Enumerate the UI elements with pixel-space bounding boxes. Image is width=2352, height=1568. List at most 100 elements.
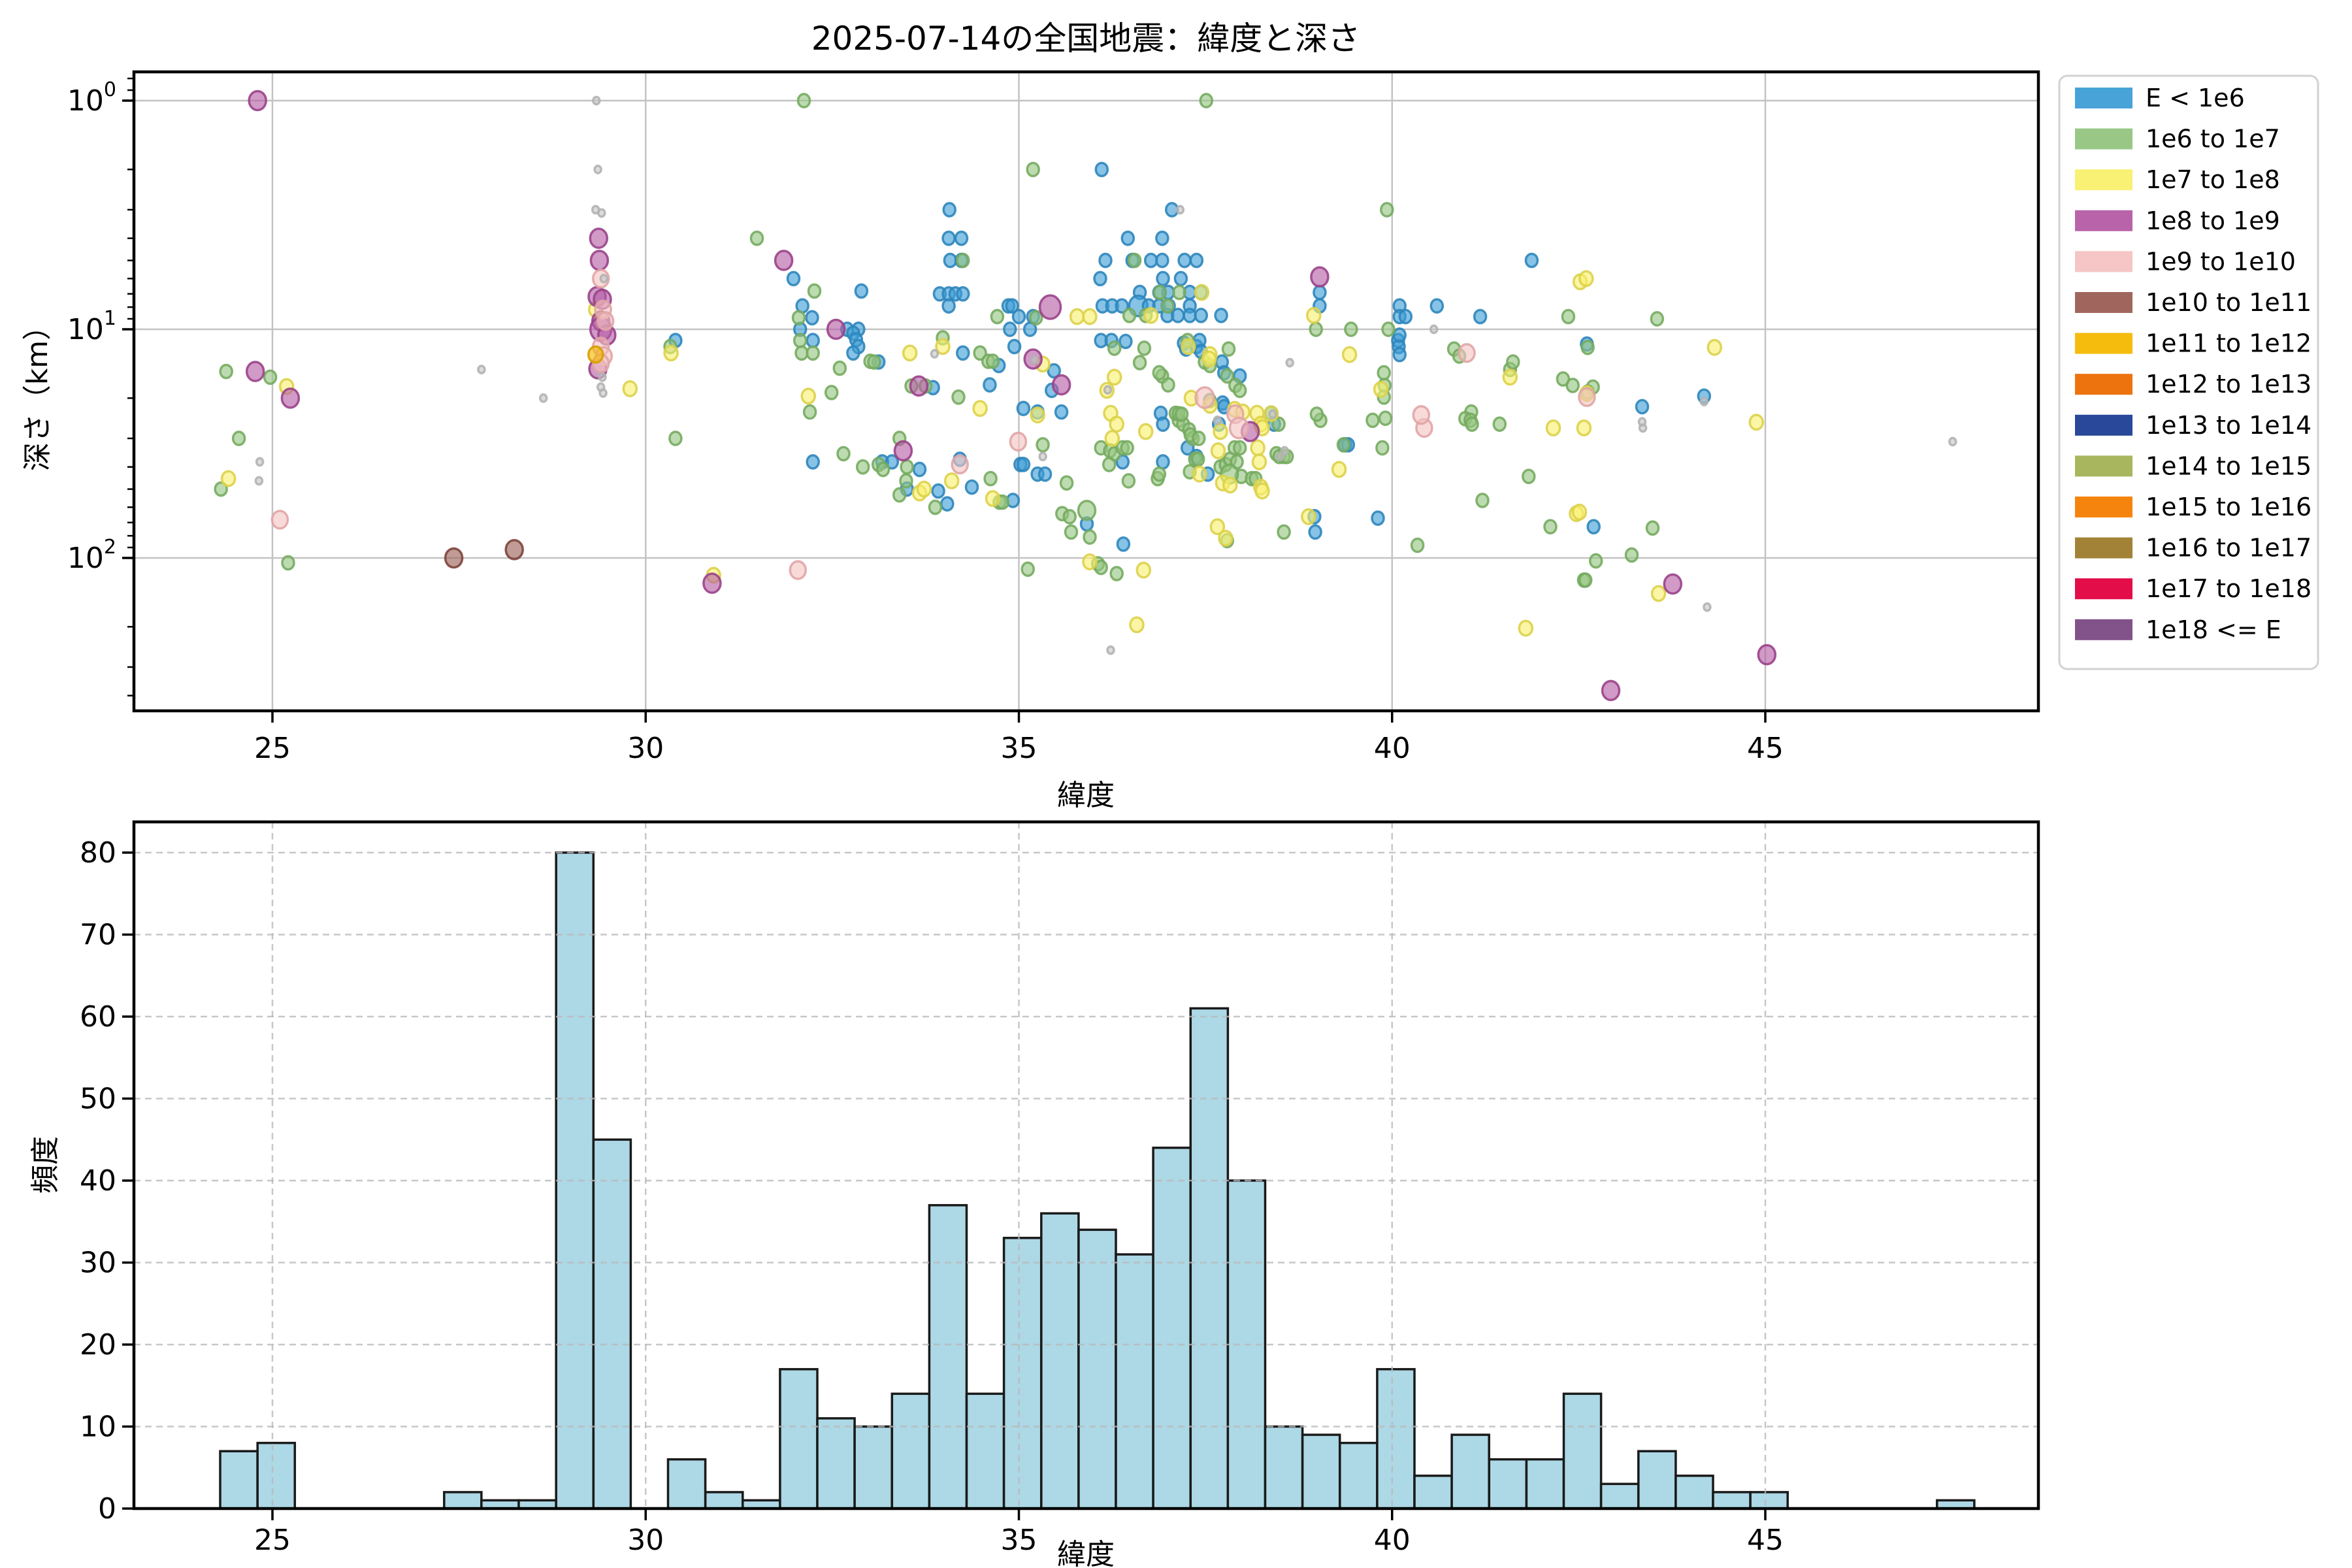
histogram-bar <box>1712 1491 1752 1510</box>
scatter-point <box>1135 561 1152 579</box>
histogram-bar <box>256 1441 297 1510</box>
histogram-bar <box>666 1458 707 1510</box>
scatter-point <box>1106 645 1115 655</box>
legend-swatch <box>2075 374 2132 395</box>
scatter-point <box>1009 431 1028 452</box>
scatter-point <box>1232 440 1247 456</box>
scatter-point <box>951 454 969 475</box>
scatter-point <box>1094 161 1109 178</box>
scatter-ylabel: 深さ（km） <box>21 312 54 471</box>
scatter-point <box>909 375 929 397</box>
scatter-point <box>1703 602 1712 612</box>
scatter-point <box>885 454 900 470</box>
legend-label: 1e11 to 1e12 <box>2146 329 2311 358</box>
scatter-point <box>1038 294 1062 320</box>
scatter-point <box>1156 416 1170 433</box>
scatter-point <box>1578 270 1594 287</box>
scatter-point <box>254 476 264 486</box>
scatter-point <box>1003 321 1017 337</box>
scatter-point <box>1030 406 1045 424</box>
scatter-point <box>930 349 939 359</box>
legend-swatch <box>2075 537 2132 559</box>
histogram-bar <box>592 1138 632 1510</box>
histogram-ylabel: 頻度 <box>29 1136 62 1194</box>
scatter-point <box>786 270 801 287</box>
scatter-point <box>1155 252 1169 269</box>
legend-label: 1e9 to 1e10 <box>2146 247 2296 276</box>
scatter-point <box>1152 365 1167 381</box>
histogram-x-tick: 35 <box>1001 1524 1037 1557</box>
scatter-point <box>1016 457 1031 472</box>
scatter-xlabel: 緯度 <box>1057 779 1115 812</box>
scatter-point <box>1381 321 1396 337</box>
scatter-point <box>1310 266 1330 288</box>
scatter-point <box>1122 307 1137 323</box>
scatter-point <box>1561 308 1576 325</box>
scatter-point <box>1268 409 1277 419</box>
scatter-point <box>1221 341 1236 357</box>
scatter-point <box>1375 440 1390 456</box>
scatter-point <box>1029 310 1043 326</box>
histogram-gridlines <box>134 822 2038 1509</box>
legend-swatch <box>2075 292 2132 313</box>
scatter-point <box>1104 430 1120 447</box>
scatter-point <box>1309 321 1323 337</box>
scatter-point <box>1663 573 1683 595</box>
scatter-point <box>1412 405 1431 425</box>
scatter-point <box>597 208 606 218</box>
histogram-y-tick: 30 <box>80 1247 116 1280</box>
legend-swatch <box>2075 251 2132 272</box>
scatter-point <box>899 473 913 489</box>
scatter-point <box>1171 307 1185 323</box>
scatter-point <box>1218 529 1233 547</box>
scatter-gridlines <box>134 72 2038 711</box>
scatter-point <box>1098 252 1113 269</box>
scatter-point <box>1373 380 1389 398</box>
scatter-point <box>854 283 869 299</box>
histogram-bar <box>1189 1007 1230 1510</box>
scatter-point <box>789 560 808 580</box>
scatter-point <box>1576 419 1592 436</box>
scatter-point <box>806 333 820 349</box>
scatter-point <box>1174 406 1189 422</box>
scatter-point <box>1571 503 1588 521</box>
histogram-x-tick: 40 <box>1374 1524 1411 1557</box>
histogram-y-tick: 10 <box>80 1411 116 1444</box>
scatter-point <box>1392 327 1407 343</box>
scatter-point <box>964 479 979 495</box>
legend-swatch <box>2075 333 2132 354</box>
histogram-bar <box>965 1392 1005 1510</box>
histogram-y-tick: 50 <box>80 1083 116 1116</box>
scatter-point <box>1473 308 1488 325</box>
histogram-axes <box>122 820 2040 1520</box>
scatter-point <box>791 310 806 326</box>
scatter-point <box>749 230 764 246</box>
scatter-point <box>1047 363 1061 379</box>
scatter-point <box>1506 354 1520 370</box>
scatter-point <box>935 338 951 355</box>
scatter-point <box>1285 357 1294 368</box>
scatter-point <box>1152 284 1168 301</box>
scatter-point <box>1172 284 1186 301</box>
histogram-bar <box>1077 1228 1117 1510</box>
scatter-point <box>263 369 278 385</box>
scatter-point <box>800 387 817 405</box>
histogram-bar <box>1599 1482 1640 1510</box>
scatter-point <box>587 345 604 364</box>
scatter-point <box>802 404 817 420</box>
scatter-axes <box>122 70 2040 723</box>
scatter-point <box>1378 410 1393 427</box>
scatter-point <box>1232 382 1247 399</box>
scatter-point <box>1183 307 1197 323</box>
scatter-x-tick: 40 <box>1374 732 1411 765</box>
scatter-point <box>836 446 851 462</box>
scatter-point <box>1127 252 1142 269</box>
scatter-point <box>477 365 486 374</box>
scatter-y-tick: 100 <box>67 78 116 118</box>
scatter-y-tick: 102 <box>67 536 116 575</box>
scatter-point <box>593 165 602 174</box>
scatter-x-tick: 30 <box>627 732 664 765</box>
scatter-point <box>1645 520 1660 536</box>
scatter-point <box>1545 419 1561 436</box>
legend-label: 1e10 to 1e11 <box>2146 288 2311 317</box>
